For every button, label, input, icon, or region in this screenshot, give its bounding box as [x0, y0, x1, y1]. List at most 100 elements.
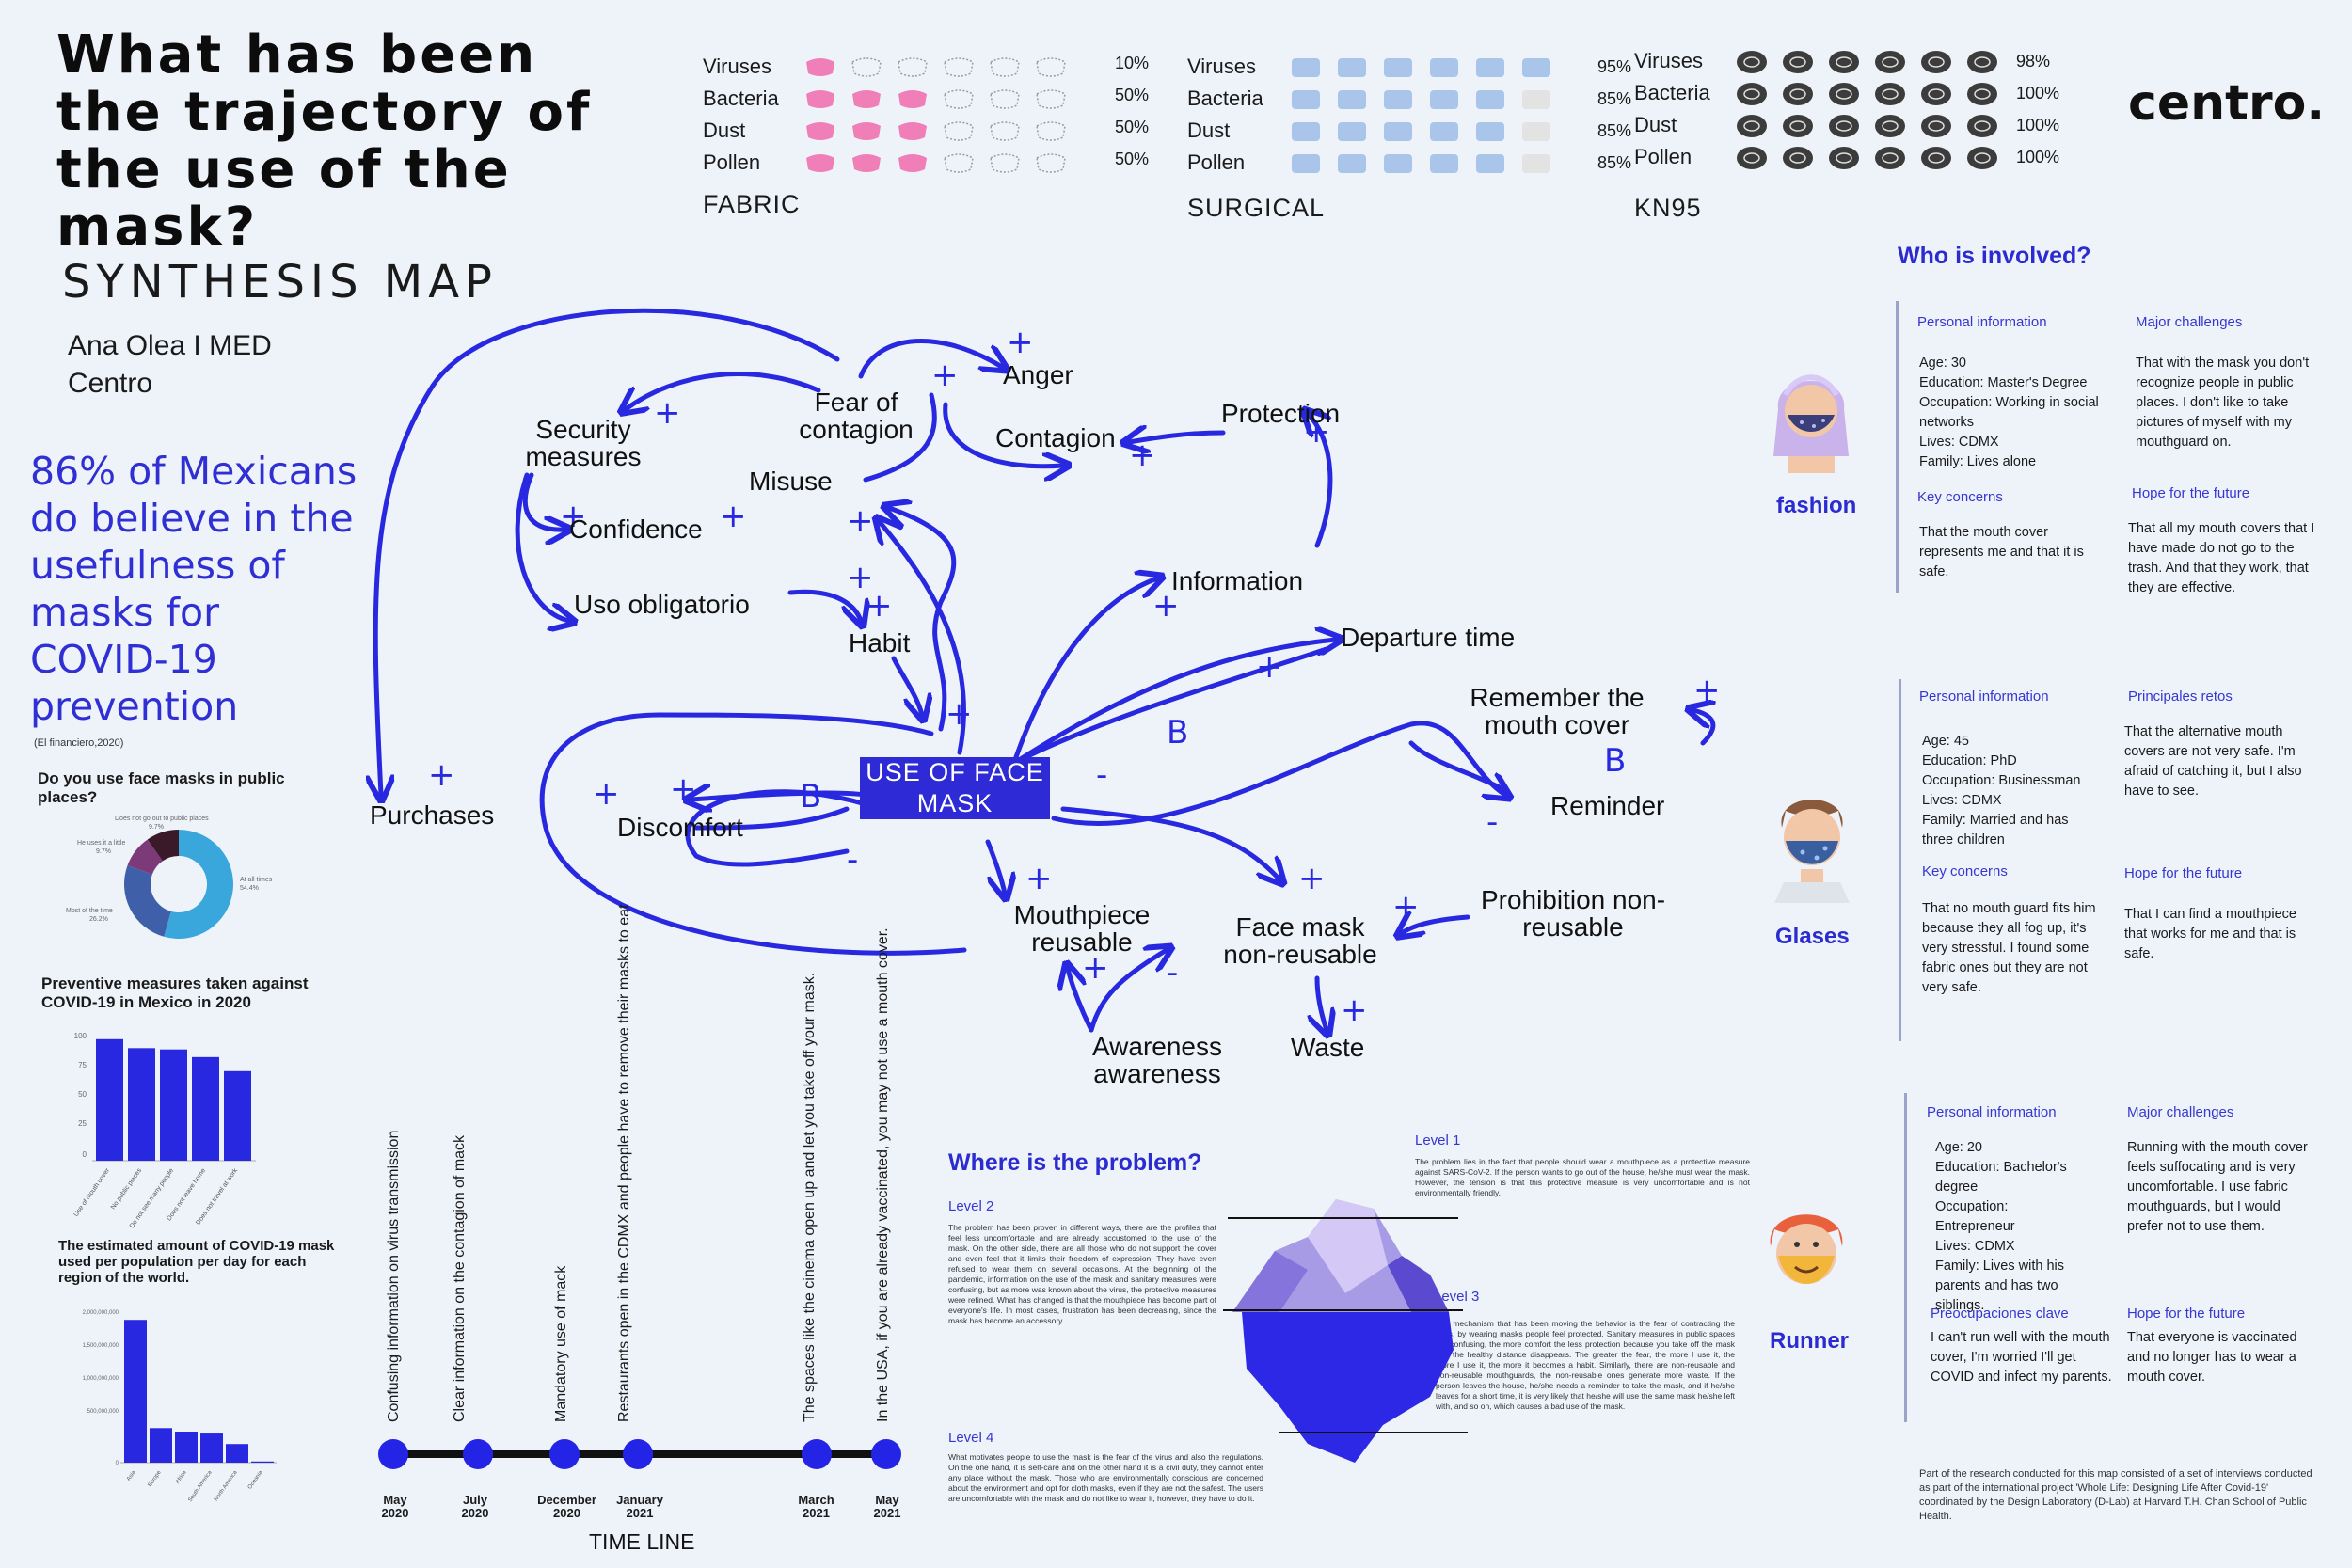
mask-icon	[1783, 83, 1813, 105]
mask-group-surgical: Viruses Bacteria Dust Pollen 95% 85% 85%…	[1185, 47, 1656, 235]
mask-icon	[1292, 58, 1320, 77]
row-pct: 100%	[2016, 148, 2060, 166]
row-label: Dust	[1187, 119, 1231, 142]
timeline-dots	[378, 1439, 901, 1469]
node-reminder: Reminder	[1550, 791, 1665, 820]
timeline-event: Confusing information on virus transmiss…	[386, 1130, 402, 1422]
row-label: Bacteria	[1187, 87, 1263, 110]
mask-icon	[1967, 83, 1997, 105]
donut-chart: At all times 54.4% Most of the time 26.2…	[66, 816, 273, 939]
donut-slice	[147, 830, 179, 862]
persona-info: That all my mouth covers that I have mad…	[2128, 521, 2315, 595]
synthesis-title: SYNTHESIS MAP	[62, 256, 498, 309]
bar	[124, 1320, 147, 1463]
timeline-date: December 2020	[537, 1493, 596, 1520]
mask-icon	[852, 90, 881, 108]
timeline-date: January 2021	[616, 1493, 663, 1520]
node-confidence: Confidence	[569, 515, 703, 544]
persona-heading: Key concerns	[1917, 489, 2003, 505]
level-1-heading: Level 1	[1415, 1132, 1461, 1148]
svg-text:+: +	[1392, 888, 1420, 926]
mask-icon	[806, 154, 834, 172]
svg-text:+: +	[1082, 949, 1109, 987]
statistic-source: (El financiero,2020)	[34, 737, 124, 749]
donut-label: Does not go out to public places	[115, 816, 209, 822]
persona-info: Running with the mouth cover feels suffo…	[2127, 1140, 2308, 1234]
row-label: Bacteria	[703, 87, 779, 110]
node-purchases: Purchases	[370, 800, 495, 830]
who-title: Who is involved?	[1898, 243, 2091, 269]
y-tick: 25	[78, 1119, 87, 1128]
persona-info: Age: 20 Education: Bachelor's degree Occ…	[1935, 1140, 2067, 1313]
mask-icon	[990, 153, 1020, 173]
svg-text:-: -	[1096, 756, 1107, 794]
mask-type-label: FABRIC	[703, 190, 801, 218]
mask-icon	[990, 89, 1020, 109]
level-2-text: The problem has been proven in different…	[948, 1223, 1216, 1325]
node-anger: Anger	[1003, 360, 1073, 389]
mask-icon	[1384, 154, 1412, 173]
mask-icon	[1476, 90, 1504, 109]
svg-text:+: +	[1303, 413, 1330, 451]
brand-logo: centro.	[2128, 75, 2326, 132]
timeline-event: In the USA, if you are already vaccinate…	[875, 927, 891, 1422]
persona-name: fashion	[1776, 493, 1857, 518]
persona-info: Age: 30 Education: Master's Degree Occup…	[1919, 356, 2099, 469]
donut-slices	[124, 830, 234, 939]
mask-icons-fabric	[806, 57, 1066, 173]
donut-question: Do you use face masks in public places?	[38, 769, 285, 806]
level-3-heading: Level 3	[1434, 1289, 1480, 1305]
mask-icon	[1829, 51, 1859, 73]
node-departure-time: Departure time	[1341, 623, 1516, 652]
persona-heading: Personal information	[1919, 689, 2049, 705]
mask-icon	[944, 121, 974, 141]
row-pct: 50%	[1115, 86, 1150, 104]
svg-text:+: +	[428, 756, 455, 794]
mask-icon	[1829, 83, 1859, 105]
node-protection: Protection	[1221, 399, 1341, 428]
donut-pct: 26.2%	[89, 916, 108, 923]
x-tick: Asia	[126, 1469, 137, 1482]
mask-icon	[1036, 153, 1066, 173]
mask-icon	[1737, 83, 1767, 105]
svg-text:+: +	[1256, 648, 1283, 686]
mask-icon	[944, 57, 974, 77]
node-uso-obligatorio: Uso obligatorio	[574, 590, 750, 619]
mask-icon	[852, 154, 881, 172]
mask-icon	[1829, 147, 1859, 169]
donut-label: At all times	[240, 877, 273, 883]
timeline-event: Restaurants open in the CDMX and people …	[616, 904, 632, 1422]
row-label: Dust	[703, 119, 746, 142]
y-tick: 0	[116, 1461, 119, 1466]
row-label: Viruses	[703, 55, 771, 78]
bar	[160, 1049, 187, 1161]
row-pct: 100%	[2016, 116, 2060, 135]
persona-heading: Preocupaciones clave	[1931, 1306, 2069, 1322]
svg-text:+: +	[1341, 991, 1368, 1029]
persona-info: That everyone is vaccinated and no longe…	[2127, 1330, 2297, 1385]
mask-icon	[944, 153, 974, 173]
node-fear-of-contagion: Fear of contagion	[799, 388, 914, 444]
mask-icon	[1036, 89, 1066, 109]
svg-text:+: +	[866, 587, 893, 625]
svg-text:+: +	[847, 502, 874, 540]
mask-group-fabric: Viruses Bacteria Dust Pollen 10% 50% 50%…	[701, 47, 1171, 235]
mask-icon	[1476, 58, 1504, 77]
persona-info: That with the mask you don't recognize p…	[2136, 356, 2310, 450]
bar	[175, 1432, 198, 1463]
svg-text:+: +	[1007, 324, 1034, 361]
y-tick: 2,000,000,000	[83, 1310, 119, 1316]
mask-icon	[1522, 90, 1550, 109]
persona-info: That I can find a mouthpiece that works …	[2124, 907, 2296, 961]
node-use-of-face-mask: USE OF FACE MASK	[860, 757, 1050, 819]
divider	[1904, 1093, 1907, 1422]
mask-icon	[1783, 115, 1813, 137]
timeline-dot	[871, 1439, 901, 1469]
persona-info: Age: 45 Education: PhD Occupation: Busin…	[1922, 734, 2081, 847]
mask-icon	[1384, 90, 1412, 109]
y-tick: 50	[78, 1090, 87, 1099]
timeline-event: Mandatory use of mack	[553, 1265, 569, 1422]
mask-icon	[1875, 51, 1905, 73]
svg-text:+: +	[560, 498, 587, 535]
mask-icon	[1476, 154, 1504, 173]
